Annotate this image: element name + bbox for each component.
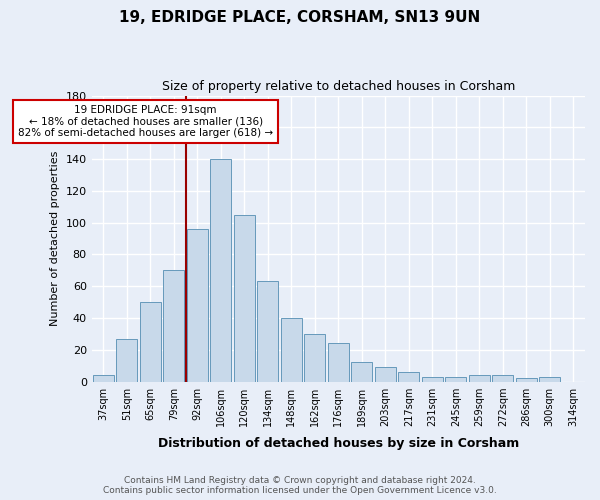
Bar bbox=[93, 375, 114, 382]
Y-axis label: Number of detached properties: Number of detached properties bbox=[50, 151, 60, 326]
Bar bbox=[469, 375, 490, 382]
Bar bbox=[539, 377, 560, 382]
Bar bbox=[304, 334, 325, 382]
Bar bbox=[422, 377, 443, 382]
Bar bbox=[187, 229, 208, 382]
Bar bbox=[375, 367, 396, 382]
Bar bbox=[328, 344, 349, 382]
Text: Contains HM Land Registry data © Crown copyright and database right 2024.
Contai: Contains HM Land Registry data © Crown c… bbox=[103, 476, 497, 495]
Title: Size of property relative to detached houses in Corsham: Size of property relative to detached ho… bbox=[161, 80, 515, 93]
Bar bbox=[210, 159, 232, 382]
Bar bbox=[515, 378, 537, 382]
Text: 19 EDRIDGE PLACE: 91sqm
← 18% of detached houses are smaller (136)
82% of semi-d: 19 EDRIDGE PLACE: 91sqm ← 18% of detache… bbox=[18, 105, 273, 138]
Bar bbox=[116, 338, 137, 382]
Bar bbox=[351, 362, 373, 382]
X-axis label: Distribution of detached houses by size in Corsham: Distribution of detached houses by size … bbox=[158, 437, 519, 450]
Bar bbox=[398, 372, 419, 382]
Bar bbox=[163, 270, 184, 382]
Bar bbox=[257, 282, 278, 382]
Text: 19, EDRIDGE PLACE, CORSHAM, SN13 9UN: 19, EDRIDGE PLACE, CORSHAM, SN13 9UN bbox=[119, 10, 481, 25]
Bar bbox=[492, 375, 514, 382]
Bar bbox=[445, 377, 466, 382]
Bar bbox=[234, 214, 255, 382]
Bar bbox=[281, 318, 302, 382]
Bar bbox=[140, 302, 161, 382]
